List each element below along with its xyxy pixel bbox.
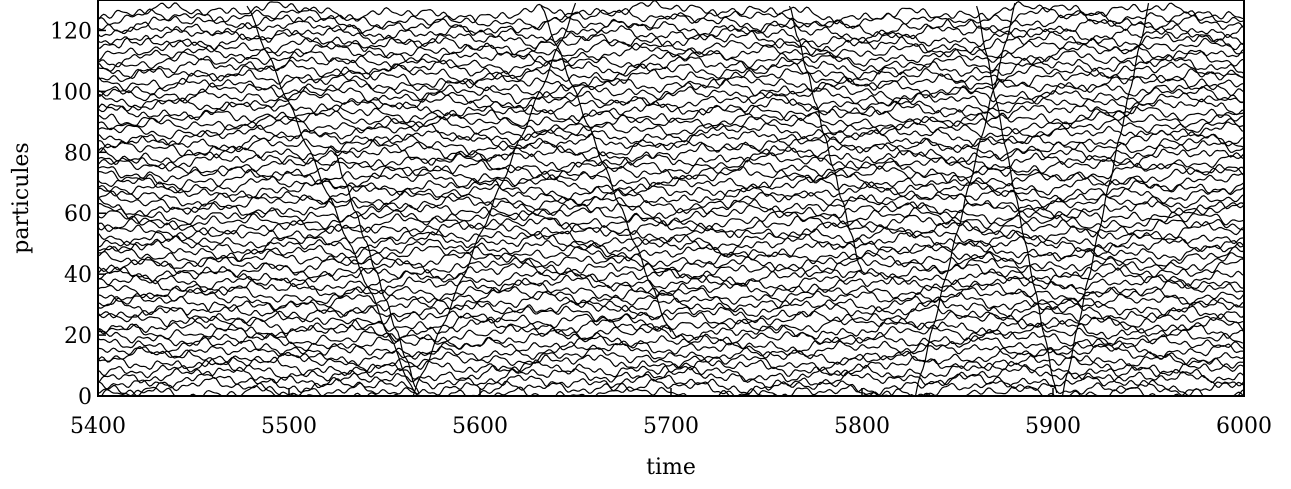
particle-trajectory bbox=[98, 11, 1244, 37]
crossing-trajectory bbox=[914, 2, 1016, 396]
particle-trajectory bbox=[98, 97, 1244, 122]
particle-trajectory bbox=[98, 171, 1244, 196]
particle-trajectory bbox=[98, 66, 1244, 92]
x-tick-label: 5800 bbox=[834, 414, 890, 439]
particle-trajectory bbox=[98, 286, 1244, 312]
particle-trajectory bbox=[98, 274, 1244, 299]
particle-trajectory bbox=[98, 189, 1244, 214]
particle-trajectory bbox=[98, 304, 1244, 330]
particle-trajectory bbox=[98, 78, 1244, 105]
x-tick-label: 5600 bbox=[452, 414, 508, 439]
particle-trajectory bbox=[98, 42, 1244, 68]
particle-trajectory bbox=[98, 359, 1244, 384]
particle-trajectory bbox=[98, 327, 1244, 354]
y-tick-label: 0 bbox=[78, 385, 92, 410]
particle-trajectory bbox=[98, 24, 1244, 50]
particle-trajectory bbox=[98, 181, 1244, 208]
particle-trajectory bbox=[98, 244, 1244, 268]
particle-trajectory bbox=[98, 266, 1244, 292]
particle-trajectory bbox=[98, 354, 1244, 378]
particle-trajectory bbox=[98, 71, 1244, 99]
particle-trajectory bbox=[98, 133, 1244, 160]
y-tick-label: 20 bbox=[64, 324, 92, 349]
particle-trajectory bbox=[98, 139, 1244, 166]
particle-trajectory bbox=[98, 335, 1244, 360]
particle-trajectory bbox=[98, 103, 1244, 128]
particle-trajectory bbox=[98, 341, 1244, 367]
x-axis-label: time bbox=[646, 455, 696, 480]
particle-trajectory bbox=[98, 48, 1244, 75]
y-tick-label: 60 bbox=[64, 202, 92, 227]
crossing-trajectory bbox=[334, 151, 420, 394]
y-tick-label: 120 bbox=[50, 19, 92, 44]
x-tick-label: 5400 bbox=[70, 414, 126, 439]
crossing-trajectory bbox=[412, 2, 577, 396]
crossing-trajectory bbox=[246, 5, 416, 394]
particle-trajectory bbox=[98, 37, 1244, 61]
particle-trajectory bbox=[98, 85, 1244, 111]
particle-trajectory bbox=[98, 279, 1244, 306]
particle-trajectory bbox=[98, 6, 1244, 30]
crossing-trajectory bbox=[788, 5, 863, 272]
particle-trajectory bbox=[98, 128, 1244, 152]
x-tick-label: 6000 bbox=[1216, 414, 1272, 439]
particle-trajectory bbox=[98, 144, 1244, 172]
particle-trajectory bbox=[98, 90, 1244, 115]
particle-trajectory bbox=[98, 207, 1244, 232]
x-tick-label: 5500 bbox=[261, 414, 317, 439]
crossing-trajectory bbox=[1061, 2, 1150, 396]
particle-trajectory bbox=[98, 322, 1244, 347]
particle-trajectory bbox=[98, 213, 1244, 239]
particle-trajectory bbox=[98, 310, 1244, 335]
particle-trajectory bbox=[98, 16, 1244, 44]
y-tick-label: 80 bbox=[64, 141, 92, 166]
x-tick-label: 5900 bbox=[1025, 414, 1081, 439]
particle-trajectory bbox=[98, 194, 1244, 220]
particle-trajectory bbox=[98, 54, 1244, 80]
particle-trajectory bbox=[98, 176, 1244, 203]
particle-trajectory bbox=[98, 165, 1244, 190]
y-axis-ticks: 0 20 40 60 80 100 120 bbox=[50, 19, 106, 410]
y-tick-label: 40 bbox=[64, 263, 92, 288]
particle-trajectory bbox=[98, 0, 1244, 25]
particle-trajectory bbox=[98, 59, 1244, 85]
x-axis-ticks: 5400 5500 5600 5700 5800 5900 6000 bbox=[70, 388, 1272, 439]
crossing-trajectory bbox=[540, 5, 672, 333]
particle-trajectory bbox=[98, 152, 1244, 177]
particle-trajectory bbox=[98, 158, 1244, 183]
y-axis-label: particules bbox=[9, 142, 34, 253]
particle-trajectory bbox=[98, 219, 1244, 245]
particle-trajectory bbox=[98, 231, 1244, 257]
particle-trajectory bbox=[98, 225, 1244, 251]
particle-trajectory bbox=[98, 249, 1244, 274]
particle-trajectory bbox=[98, 200, 1244, 227]
crossing-trajectory bbox=[976, 5, 1058, 394]
particle-trajectory bbox=[98, 116, 1244, 142]
particle-trajectory bbox=[98, 238, 1244, 263]
x-tick-label: 5700 bbox=[643, 414, 699, 439]
particle-trajectory bbox=[98, 110, 1244, 135]
y-tick-label: 100 bbox=[50, 80, 92, 105]
trajectory-lines bbox=[98, 0, 1244, 396]
